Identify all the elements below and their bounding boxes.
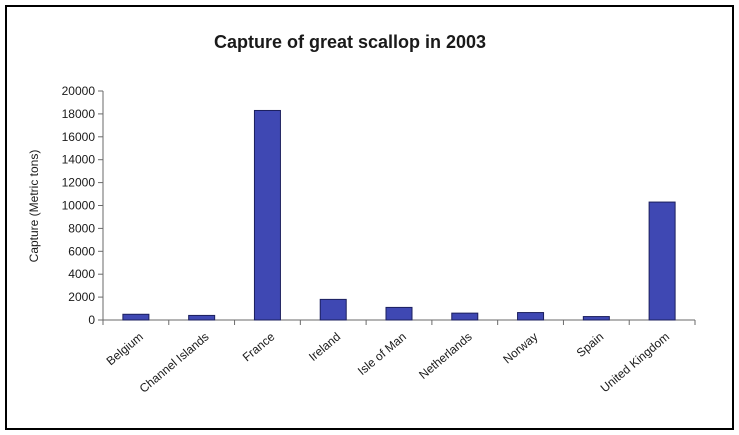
y-tick-label: 16000 <box>62 130 96 144</box>
y-tick-label: 8000 <box>68 221 95 235</box>
y-ticks: 0 2000 4000 6000 8000 10000 12000 14000 16000 180… <box>62 84 103 327</box>
y-tick-label: 20000 <box>62 84 96 98</box>
bars <box>122 109 676 321</box>
y-tick-label: 6000 <box>68 244 95 258</box>
bar-channel-islands <box>188 314 216 321</box>
chart-title: Capture of great scallop in 2003 <box>214 32 486 52</box>
y-axis-label: Capture (Metric tons) <box>27 150 41 263</box>
y-tick-label: 4000 <box>68 267 95 281</box>
bar-france <box>253 109 281 321</box>
y-tick-label: 12000 <box>62 176 96 190</box>
y-tick-label: 10000 <box>62 199 96 213</box>
bar-isle-of-man <box>385 306 413 321</box>
y-tick-label: 18000 <box>62 107 96 121</box>
bar-norway <box>517 312 545 321</box>
bar-united-kingdom <box>648 201 676 321</box>
bar-ireland <box>319 298 347 321</box>
y-tick-label: 2000 <box>68 290 95 304</box>
y-tick-label: 14000 <box>62 153 96 167</box>
chart-frame <box>5 5 734 430</box>
y-tick-label: 0 <box>88 313 95 327</box>
bar-netherlands <box>451 312 479 321</box>
bar-spain <box>582 316 610 321</box>
bar-belgium <box>122 313 150 321</box>
